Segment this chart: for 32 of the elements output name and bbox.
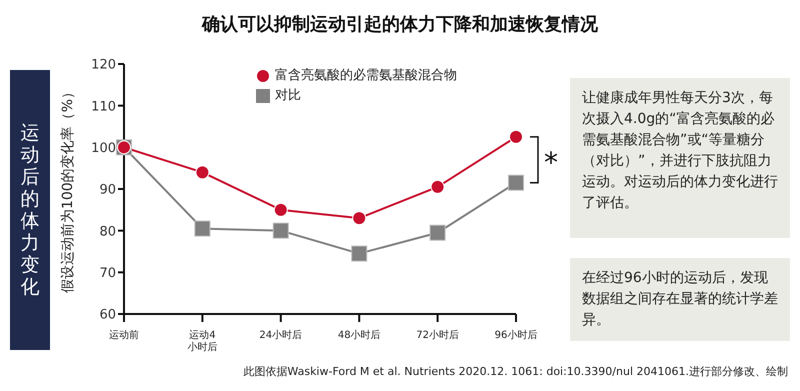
legend-label: 对比 xyxy=(275,87,301,105)
y-tick-label: 60 xyxy=(99,308,116,323)
y-tick-label: 100 xyxy=(91,140,116,156)
text: 此图依据Waskiw-Ford M et al. Nutrients 2020.12. 1061: doi:10.3390/nul 2041061.进行部分修改、绘制 xyxy=(243,364,788,379)
point xyxy=(351,246,368,262)
text: 让健康成年男性每天分3次，每次摄入4.0g的“富含亮氨酸的必需氨基酸混合物”或“等量糖分（对比）”，并进行下肢抗阻力运动。对运动后的体力变化进行了评估。 xyxy=(570,78,790,238)
point xyxy=(508,174,524,191)
point xyxy=(195,165,210,180)
y-tick-label: 90 xyxy=(99,182,116,198)
point xyxy=(274,202,288,217)
legend-label: 富含亮氨酸的必需氨基酸混合物 xyxy=(275,67,457,85)
x-tick-label: 24小时后 xyxy=(259,329,302,341)
y-axis-title: 假设运动前为100的变化率（%） xyxy=(60,84,76,294)
point xyxy=(194,220,210,237)
point xyxy=(272,222,289,239)
point xyxy=(509,130,523,144)
point xyxy=(430,224,446,241)
point xyxy=(352,211,366,226)
x-tick-label: 72小时后 xyxy=(416,329,459,341)
chart-title: 确认可以抑制运动引起的体力下降和加速恢复情况 xyxy=(200,13,599,36)
y-tick-label: 80 xyxy=(99,224,116,240)
y-tick-label: 70 xyxy=(99,266,116,281)
point xyxy=(430,180,445,194)
x-tick-label: 48小时后 xyxy=(338,329,381,341)
text: 运动后的体力变化 xyxy=(20,122,40,298)
y-tick-label: 120 xyxy=(91,58,116,73)
x-tick-label: 96小时后 xyxy=(494,329,538,341)
text: * xyxy=(544,146,558,179)
x-tick-label: 运动4小时后 xyxy=(187,329,218,353)
x-tick-label: 运动前 xyxy=(109,329,139,341)
y-tick-label: 110 xyxy=(91,99,116,114)
text: 在经过96小时的运动后，发现数据组之间存在显著的统计学差异。 xyxy=(570,258,790,341)
